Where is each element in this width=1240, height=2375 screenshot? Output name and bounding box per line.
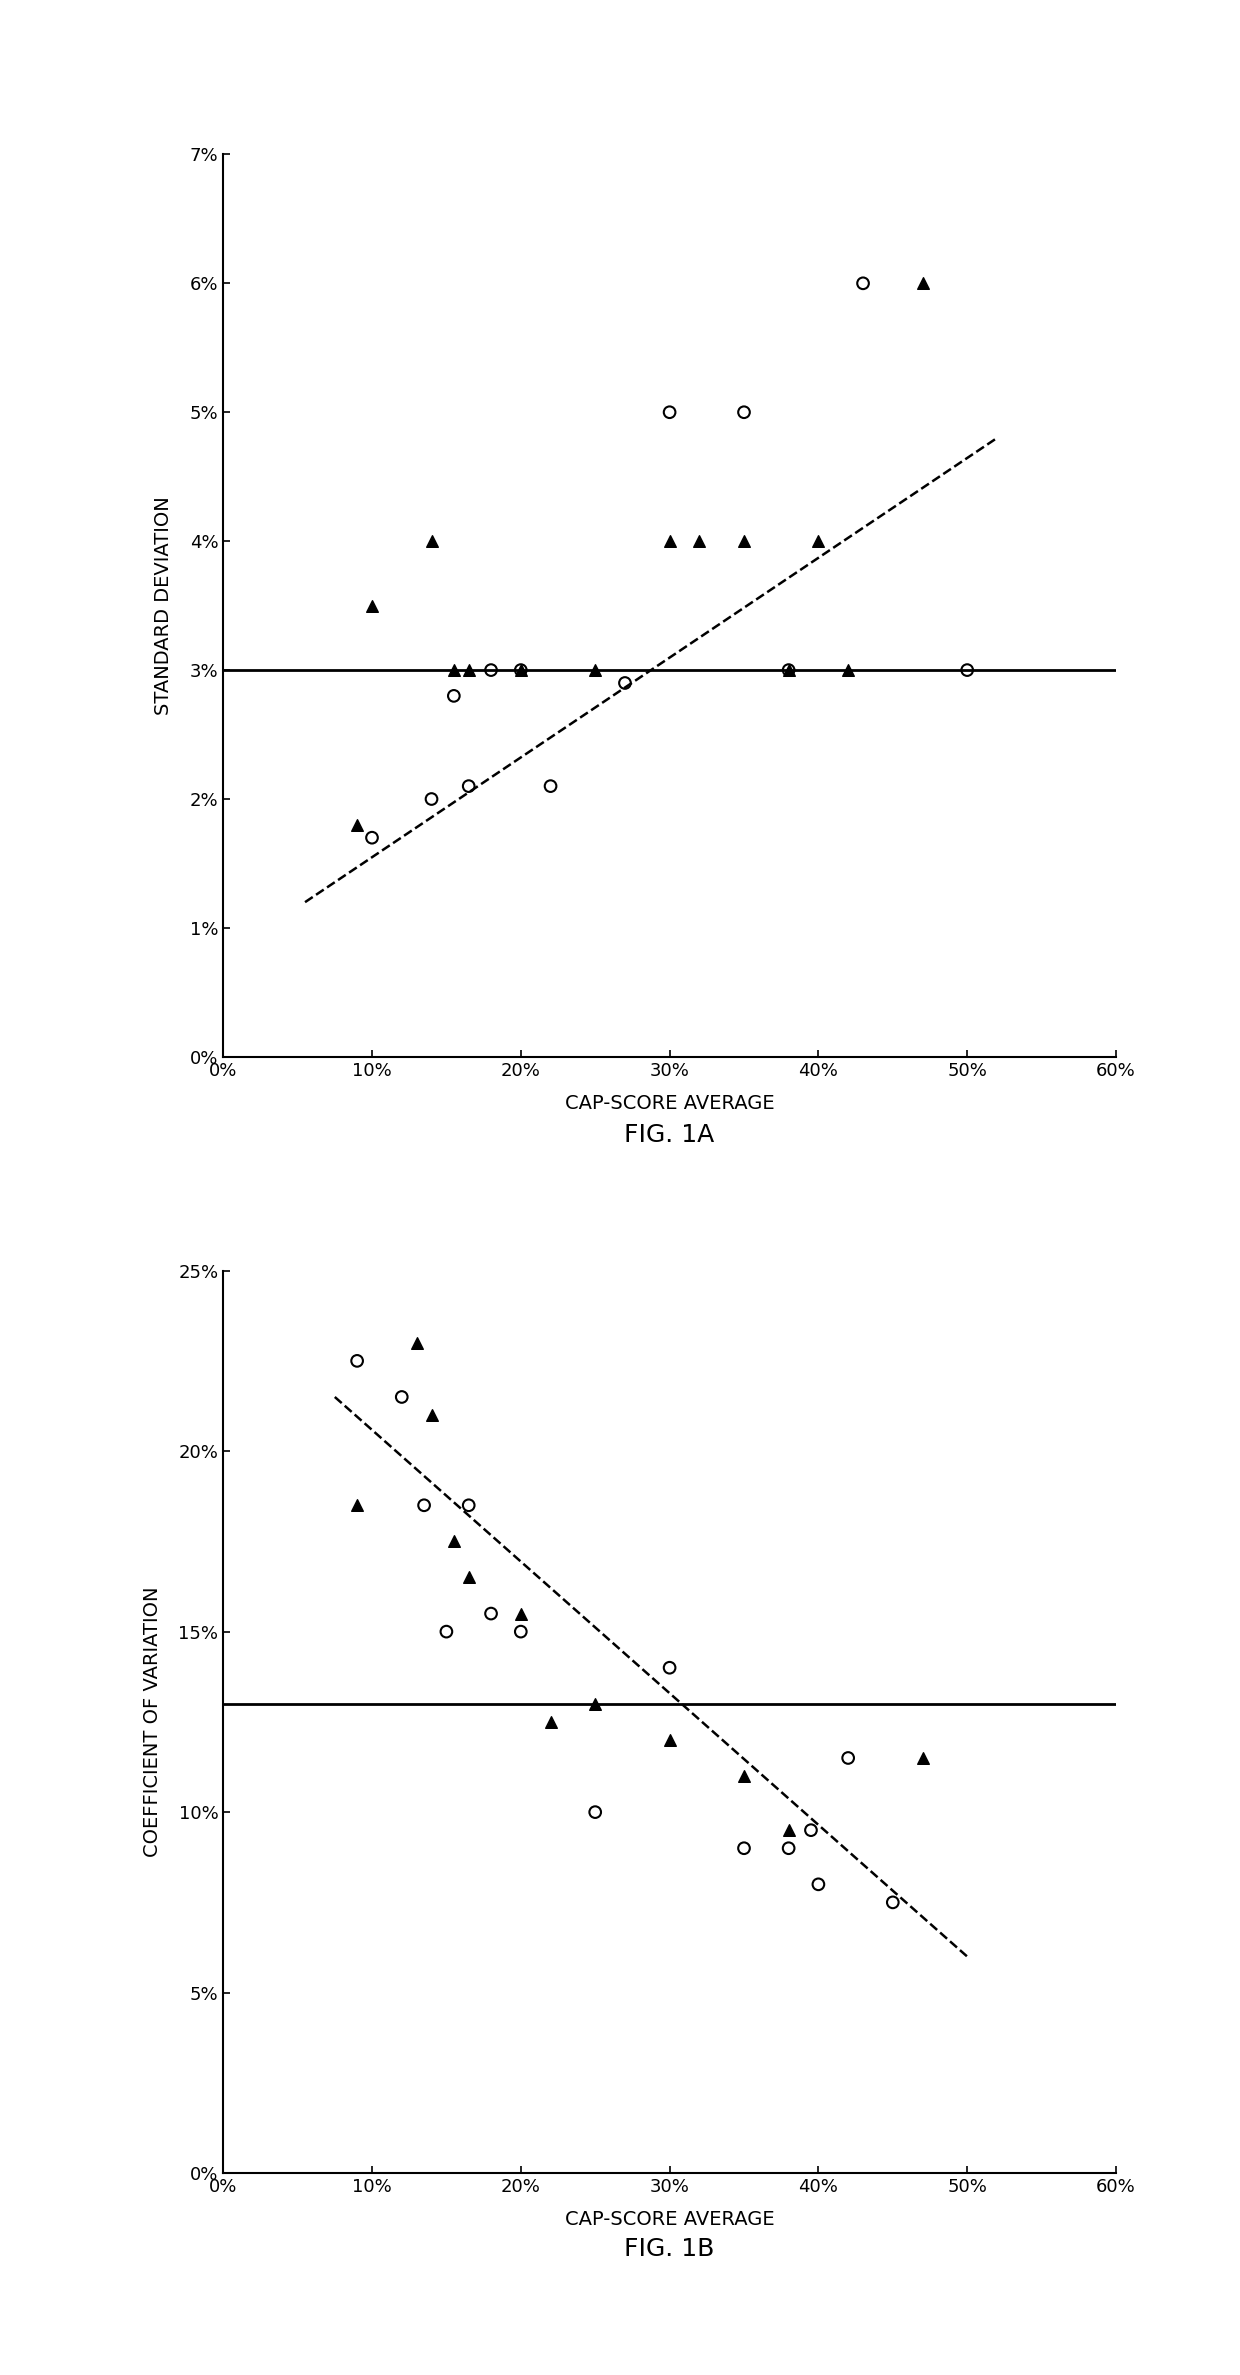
Point xyxy=(585,651,605,689)
Point xyxy=(615,665,635,703)
Point xyxy=(779,1812,799,1850)
Point xyxy=(808,1864,828,1902)
Point xyxy=(734,394,754,432)
Point xyxy=(779,651,799,689)
Point xyxy=(347,805,367,843)
Point xyxy=(444,1522,464,1560)
Point xyxy=(459,1558,479,1596)
Point xyxy=(444,651,464,689)
Point xyxy=(347,1342,367,1380)
Text: FIG. 1B: FIG. 1B xyxy=(625,2237,714,2261)
Point xyxy=(459,1487,479,1525)
Point xyxy=(734,1758,754,1796)
Point xyxy=(422,779,441,817)
Point xyxy=(511,651,531,689)
Point xyxy=(913,264,932,302)
Point xyxy=(913,1738,932,1776)
Point xyxy=(422,1396,441,1434)
Point xyxy=(660,522,680,560)
Point xyxy=(779,1829,799,1867)
Point xyxy=(689,522,709,560)
Point xyxy=(853,264,873,302)
Point xyxy=(436,1613,456,1651)
Y-axis label: STANDARD DEVIATION: STANDARD DEVIATION xyxy=(154,496,174,715)
Point xyxy=(362,819,382,857)
Point xyxy=(444,677,464,715)
Point xyxy=(779,651,799,689)
Point xyxy=(541,1703,560,1741)
Point xyxy=(407,1323,427,1361)
Point xyxy=(660,1648,680,1686)
Point xyxy=(459,651,479,689)
Point xyxy=(883,1883,903,1921)
Point xyxy=(362,587,382,625)
Point xyxy=(660,394,680,432)
Point xyxy=(392,1378,412,1416)
Point xyxy=(585,1684,605,1722)
Text: FIG. 1A: FIG. 1A xyxy=(625,1123,714,1147)
Point xyxy=(660,1722,680,1760)
Point xyxy=(481,1594,501,1632)
X-axis label: CAP-SCORE AVERAGE: CAP-SCORE AVERAGE xyxy=(564,2209,775,2228)
Point xyxy=(541,767,560,805)
Y-axis label: COEFFICIENT OF VARIATION: COEFFICIENT OF VARIATION xyxy=(143,1586,161,1857)
Point xyxy=(734,522,754,560)
Point xyxy=(511,1594,531,1632)
Point xyxy=(838,1738,858,1776)
Point xyxy=(801,1812,821,1850)
Point xyxy=(422,522,441,560)
Point xyxy=(511,651,531,689)
X-axis label: CAP-SCORE AVERAGE: CAP-SCORE AVERAGE xyxy=(564,1092,775,1112)
Point xyxy=(481,651,501,689)
Point xyxy=(459,767,479,805)
Point xyxy=(347,1487,367,1525)
Point xyxy=(414,1487,434,1525)
Point xyxy=(838,651,858,689)
Point xyxy=(734,1829,754,1867)
Point xyxy=(957,651,977,689)
Point xyxy=(808,522,828,560)
Point xyxy=(511,1613,531,1651)
Point xyxy=(585,1793,605,1831)
